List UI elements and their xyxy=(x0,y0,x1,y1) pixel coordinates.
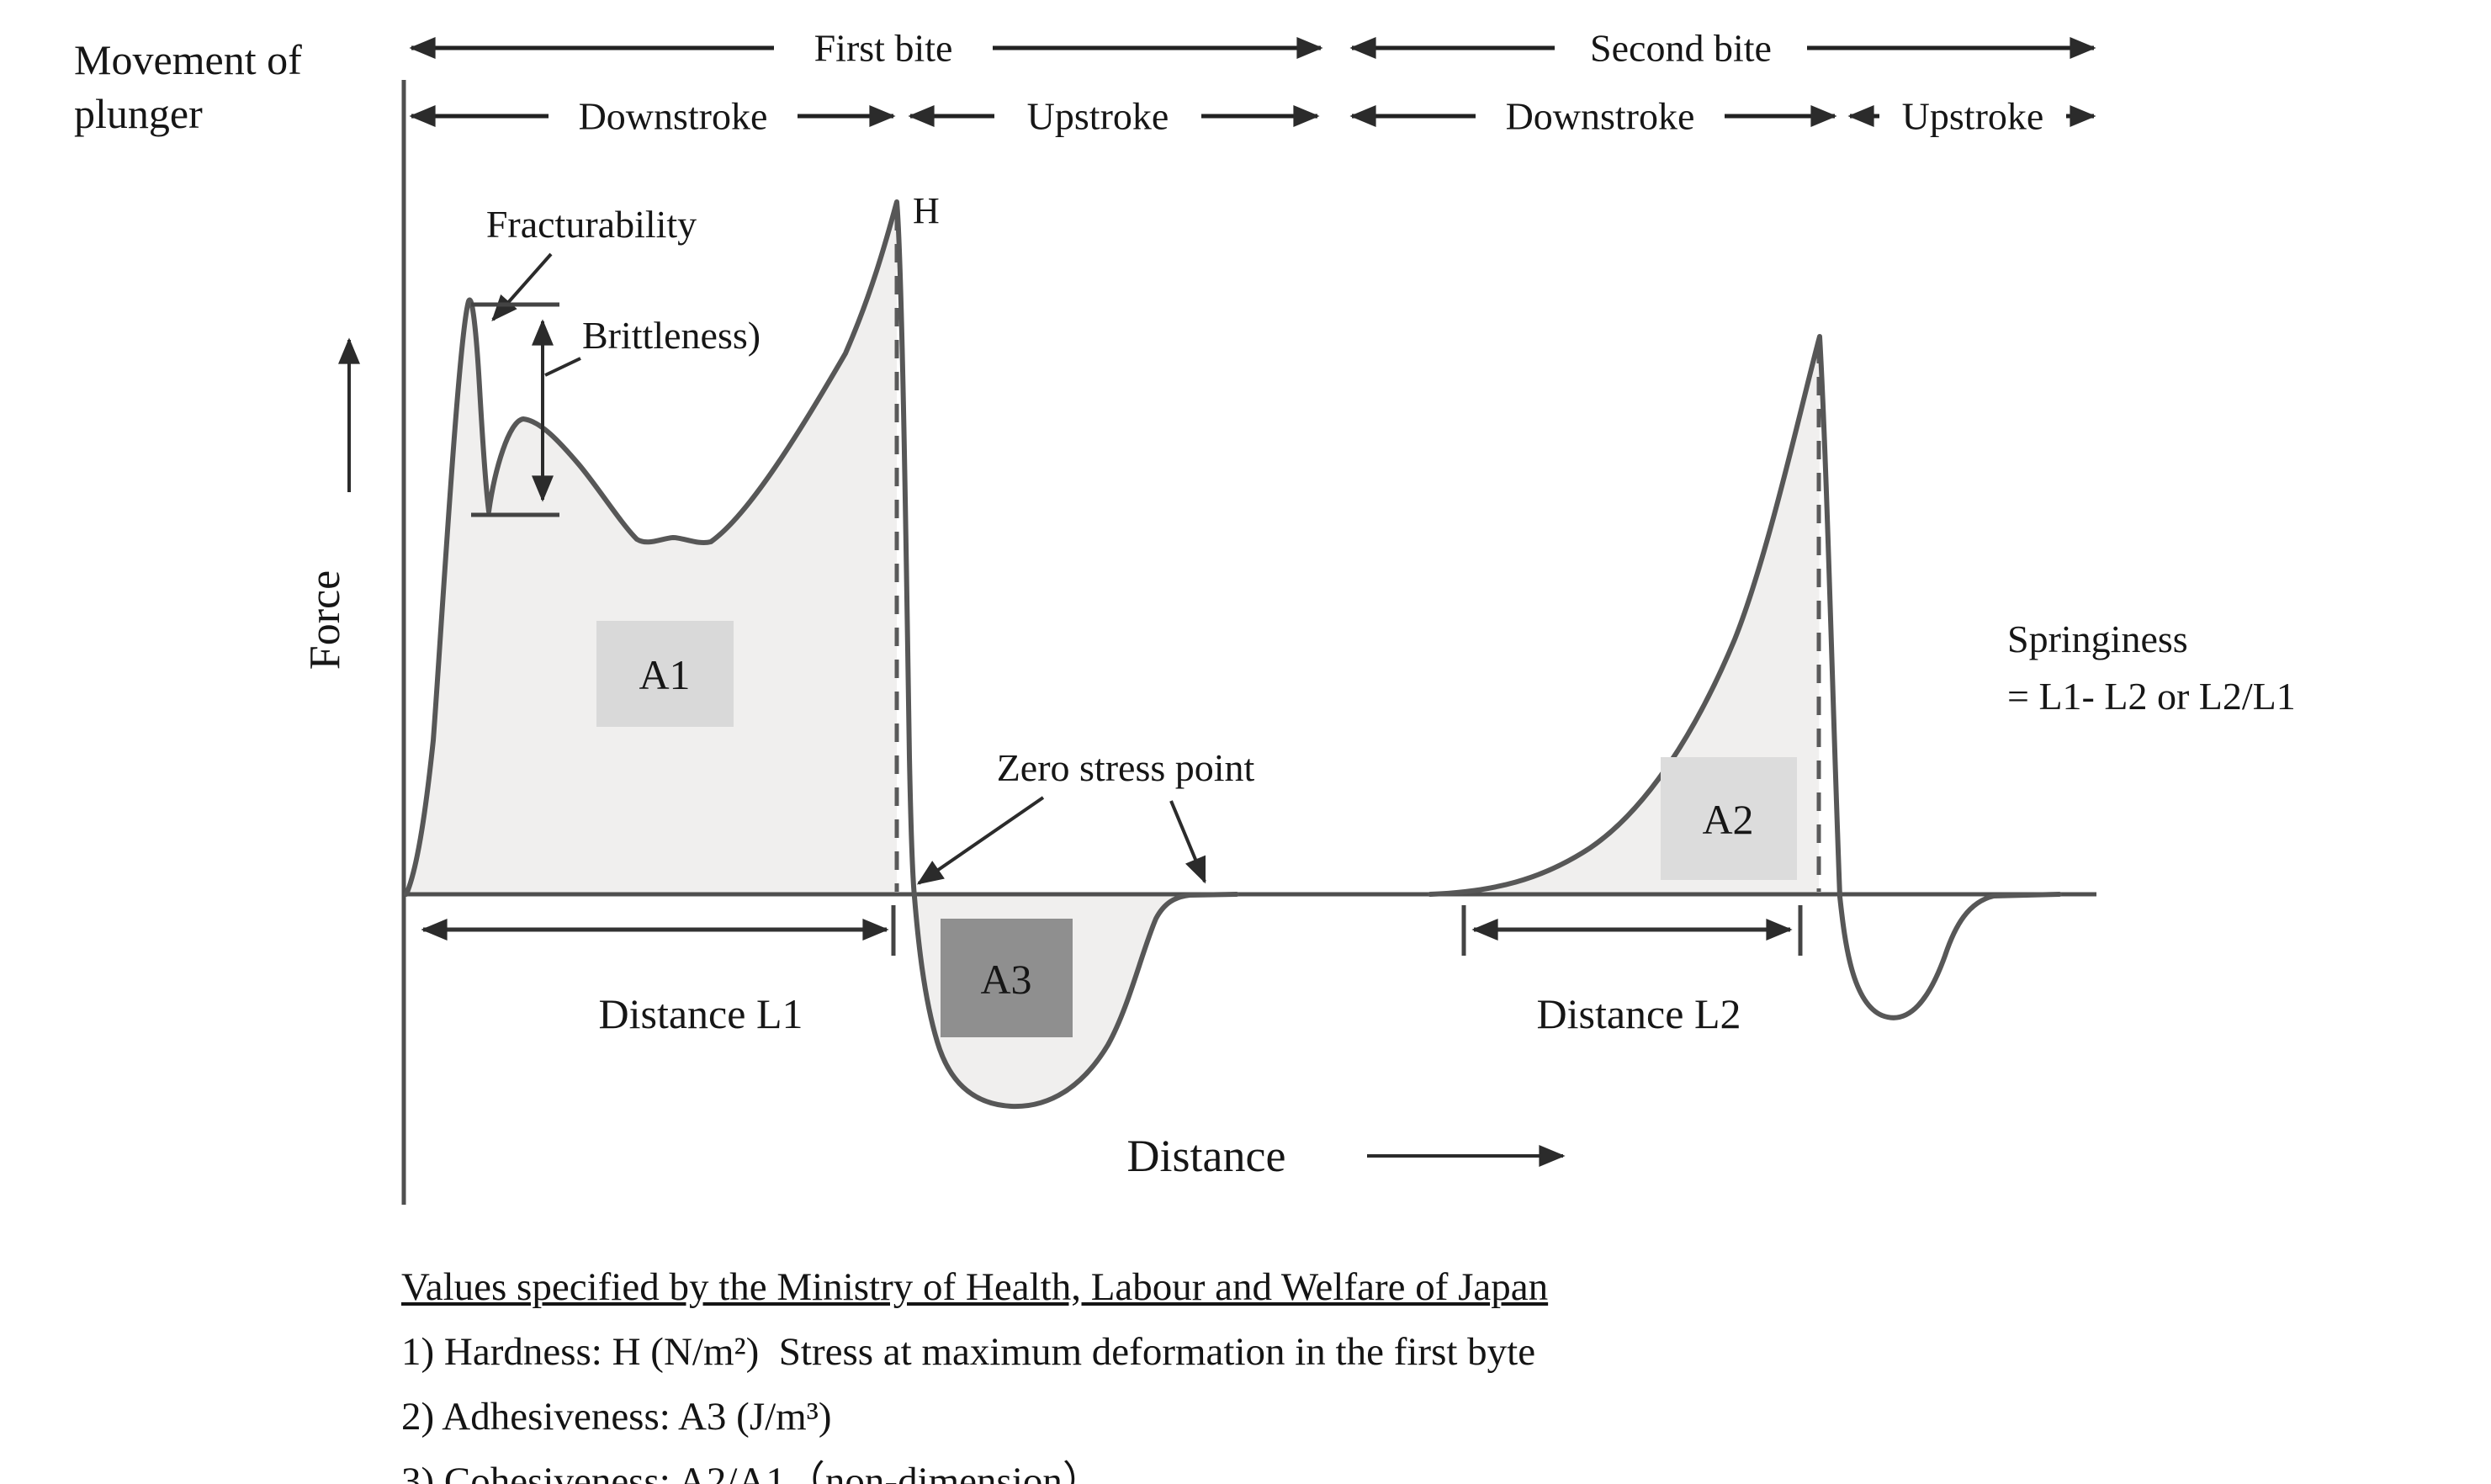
first-bite-label: First bite xyxy=(814,27,953,70)
a2-label: A2 xyxy=(1702,796,1753,843)
a1-label: A1 xyxy=(639,651,690,698)
zero-stress-point-label: Zero stress point xyxy=(997,746,1255,789)
a2-label-box xyxy=(1661,757,1797,880)
footer-item-adhesiveness: 2) Adhesiveness: A3 (J/m³) xyxy=(401,1395,832,1439)
footer-title: Values specified by the Ministry of Heal… xyxy=(401,1265,1549,1309)
downstroke2-label: Downstroke xyxy=(1506,95,1695,138)
springiness-label-line2: = L1- L2 or L2/L1 xyxy=(2007,675,2296,718)
fracturability-label: Fracturability xyxy=(486,203,697,246)
footer-definitions: Values specified by the Ministry of Heal… xyxy=(401,1255,1548,1484)
distance-axis-label: Distance xyxy=(1127,1131,1286,1181)
movement-of-plunger-label-line2: plunger xyxy=(74,90,203,137)
movement-of-plunger-label-line1: Movement of xyxy=(74,36,302,83)
footer-item-cohesiveness: 3) Cohesiveness: A2/A1（non-dimension） xyxy=(401,1460,1102,1484)
brittleness-label: Brittleness) xyxy=(582,314,761,357)
a3-label: A3 xyxy=(980,956,1031,1003)
area-a2-fill xyxy=(1430,337,1820,894)
zero-stress-left-arrow xyxy=(916,796,1045,885)
second-bite-curve xyxy=(1428,334,2062,1020)
first-bite-curve xyxy=(404,199,1239,1110)
zero-stress-right-arrow xyxy=(1169,800,1206,884)
brittleness-connector-line xyxy=(544,357,581,377)
springiness-label-line1: Springiness xyxy=(2007,617,2188,660)
fracturability-pointer-arrow xyxy=(491,252,553,321)
a3-label-box xyxy=(941,919,1073,1037)
a1-label-box xyxy=(596,621,734,727)
force-axis-label: Force xyxy=(301,570,349,670)
upstroke2-label: Upstroke xyxy=(1902,95,2044,138)
footer-item-hardness: 1) Hardness: H (N/m²) Stress at maximum … xyxy=(401,1330,1536,1374)
distance-l2-label: Distance L2 xyxy=(1537,990,1741,1037)
hardness-peak-label: H xyxy=(913,190,940,231)
second-bite-label: Second bite xyxy=(1590,27,1772,70)
distance-l1-label: Distance L1 xyxy=(599,990,803,1037)
area-a1-fill xyxy=(406,202,897,894)
upstroke1-label: Upstroke xyxy=(1027,95,1169,138)
downstroke1-label: Downstroke xyxy=(579,95,768,138)
